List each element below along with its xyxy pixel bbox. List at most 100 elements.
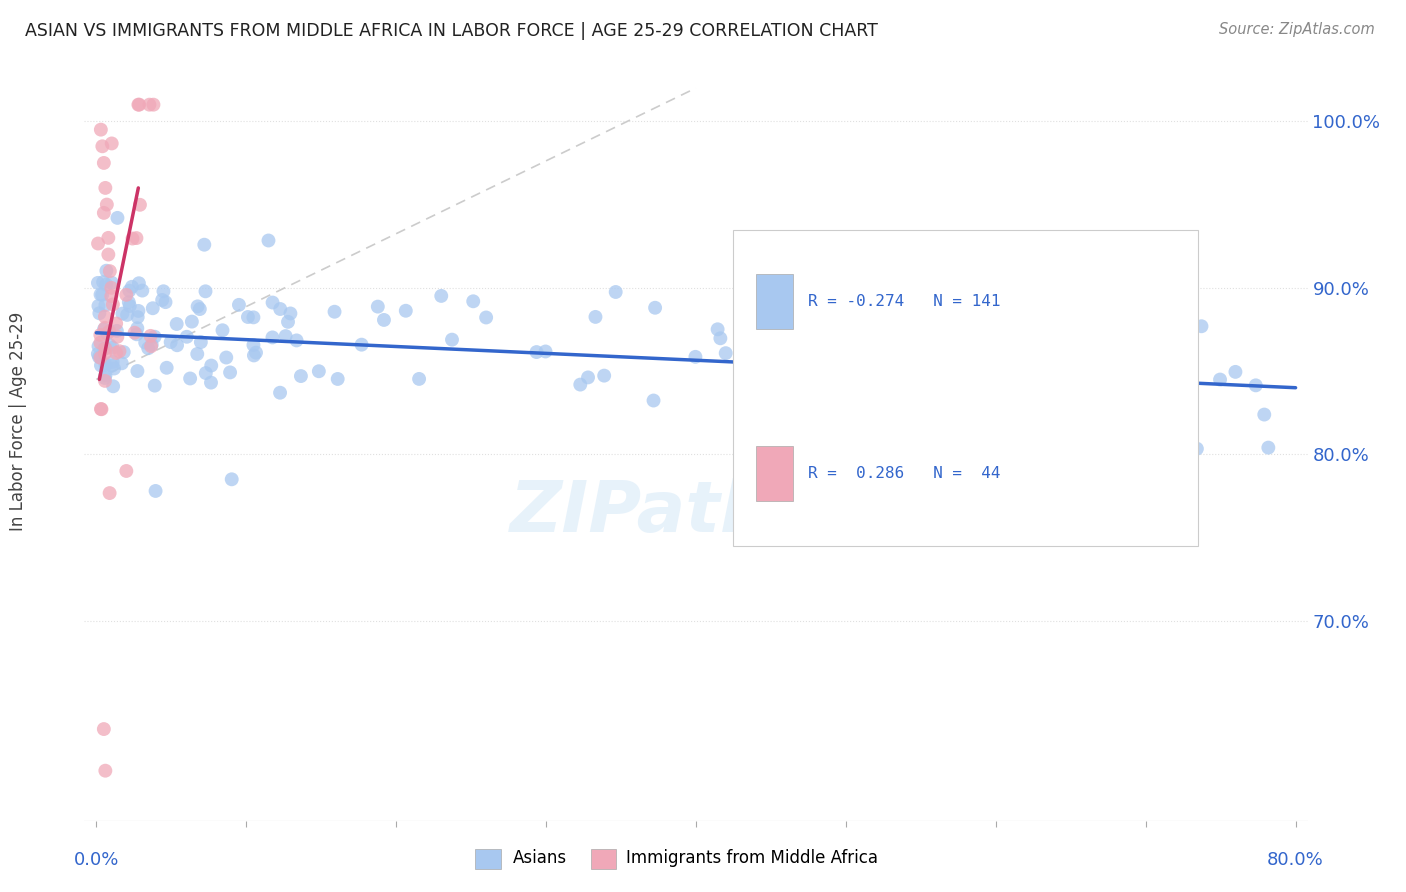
Point bbox=[127, 364, 149, 378]
Point bbox=[125, 327, 148, 342]
Text: 80.0%: 80.0% bbox=[1267, 851, 1324, 869]
Point bbox=[145, 483, 167, 498]
Point bbox=[127, 304, 149, 318]
Point bbox=[190, 335, 212, 350]
Point bbox=[734, 349, 756, 363]
Point bbox=[176, 330, 198, 344]
Point bbox=[883, 359, 905, 374]
Point bbox=[142, 97, 165, 112]
Text: 0.0%: 0.0% bbox=[73, 851, 120, 869]
Point bbox=[94, 310, 117, 324]
Point bbox=[243, 348, 266, 362]
Point bbox=[797, 350, 820, 364]
Point bbox=[139, 339, 162, 353]
Point bbox=[150, 293, 173, 307]
Point bbox=[100, 281, 122, 295]
Point bbox=[89, 287, 111, 301]
Point bbox=[96, 326, 118, 341]
Point bbox=[274, 329, 297, 343]
Point bbox=[981, 336, 1004, 351]
Point bbox=[262, 295, 284, 310]
Point bbox=[200, 376, 222, 390]
Point bbox=[242, 310, 264, 325]
Point bbox=[90, 402, 112, 417]
Point bbox=[644, 301, 666, 315]
Point bbox=[93, 722, 115, 736]
Point bbox=[1191, 319, 1213, 334]
Point bbox=[101, 379, 124, 393]
Point bbox=[108, 344, 131, 359]
Point bbox=[100, 136, 122, 151]
Point bbox=[350, 337, 373, 351]
Point bbox=[111, 356, 134, 370]
Point bbox=[93, 156, 115, 170]
Point bbox=[1253, 408, 1275, 422]
Point bbox=[98, 486, 121, 500]
Point bbox=[534, 344, 557, 359]
Point bbox=[98, 325, 121, 339]
Point bbox=[179, 371, 201, 385]
Point bbox=[138, 97, 160, 112]
Point bbox=[125, 231, 148, 245]
Point bbox=[129, 198, 152, 212]
Point bbox=[134, 335, 156, 350]
Text: ASIAN VS IMMIGRANTS FROM MIDDLE AFRICA IN LABOR FORCE | AGE 25-29 CORRELATION CH: ASIAN VS IMMIGRANTS FROM MIDDLE AFRICA I… bbox=[25, 22, 879, 40]
Point bbox=[706, 322, 728, 336]
Point bbox=[156, 360, 179, 375]
Point bbox=[973, 382, 995, 396]
Point bbox=[94, 764, 117, 778]
Point bbox=[112, 345, 135, 359]
Point bbox=[430, 289, 453, 303]
Point bbox=[245, 345, 267, 359]
Point bbox=[526, 345, 548, 359]
Point bbox=[98, 338, 121, 352]
Point bbox=[90, 122, 112, 136]
Point bbox=[166, 317, 188, 331]
Point bbox=[931, 297, 953, 311]
Point bbox=[101, 276, 124, 290]
Point bbox=[87, 276, 110, 290]
Point bbox=[194, 366, 217, 380]
Point bbox=[118, 295, 141, 310]
Point bbox=[127, 97, 149, 112]
Point bbox=[115, 288, 138, 302]
Point bbox=[269, 385, 291, 400]
Point bbox=[105, 330, 128, 344]
Point bbox=[605, 285, 627, 299]
Point bbox=[709, 331, 731, 345]
Point bbox=[90, 359, 112, 373]
Point bbox=[124, 326, 146, 340]
Point bbox=[262, 330, 284, 344]
Point bbox=[779, 359, 801, 373]
Point bbox=[141, 338, 163, 352]
Point bbox=[1140, 397, 1163, 411]
Point bbox=[94, 342, 117, 356]
Point bbox=[128, 277, 150, 291]
Point bbox=[569, 377, 592, 392]
Point bbox=[93, 342, 115, 356]
Point bbox=[285, 334, 308, 348]
Point bbox=[277, 315, 299, 329]
Point bbox=[838, 340, 860, 354]
Point bbox=[101, 341, 124, 355]
Point bbox=[121, 231, 143, 245]
Point bbox=[194, 285, 217, 299]
Text: R =  0.286   N =  44: R = 0.286 N = 44 bbox=[808, 466, 1001, 481]
Point bbox=[373, 313, 395, 327]
Point bbox=[166, 338, 188, 352]
Point bbox=[136, 341, 159, 355]
Point bbox=[215, 351, 238, 365]
Point bbox=[1209, 373, 1232, 387]
Point bbox=[97, 247, 120, 261]
Point bbox=[89, 306, 111, 320]
Point bbox=[152, 285, 174, 299]
Point bbox=[139, 329, 162, 343]
Text: Asians: Asians bbox=[513, 849, 567, 867]
Point bbox=[96, 277, 118, 292]
Point bbox=[408, 372, 430, 386]
Point bbox=[100, 289, 122, 303]
Point bbox=[121, 280, 143, 294]
Point bbox=[475, 310, 498, 325]
Point bbox=[221, 472, 243, 486]
Point bbox=[107, 211, 129, 225]
